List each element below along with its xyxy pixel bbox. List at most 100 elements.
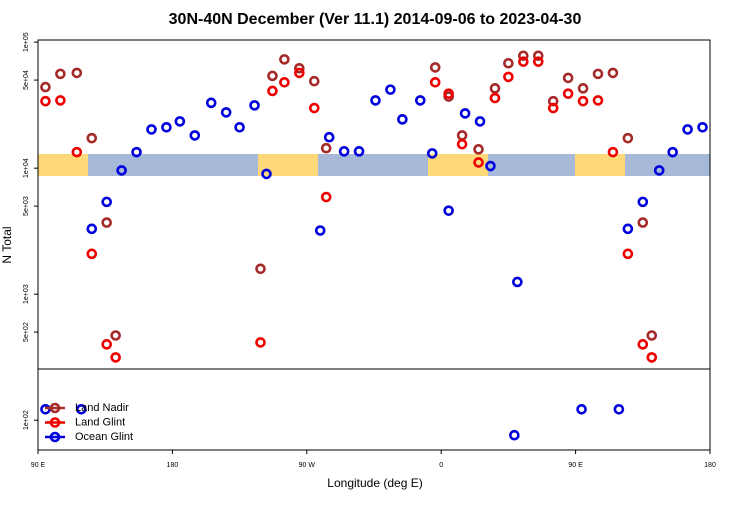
- point: [473, 144, 484, 155]
- point: [426, 148, 438, 159]
- point: [489, 83, 501, 94]
- point: [532, 50, 544, 62]
- point: [279, 77, 290, 88]
- point: [474, 116, 486, 127]
- point: [234, 121, 245, 133]
- y-tick-label: 1e+04: [23, 158, 30, 178]
- point: [161, 121, 172, 133]
- point: [562, 72, 574, 84]
- point: [55, 68, 66, 80]
- legend-marker: [49, 402, 61, 414]
- point: [682, 124, 693, 135]
- x-tick-label: 0: [439, 462, 443, 469]
- point: [397, 114, 408, 125]
- point: [205, 97, 217, 109]
- point: [518, 56, 529, 67]
- point: [314, 225, 326, 236]
- point: [607, 146, 619, 158]
- point: [443, 205, 454, 216]
- point: [308, 102, 320, 114]
- point: [261, 168, 272, 180]
- point: [518, 50, 529, 62]
- point: [429, 77, 441, 88]
- point: [86, 132, 98, 144]
- point: [622, 248, 634, 260]
- x-tick-label: 180: [167, 462, 179, 469]
- legend-marker: [49, 417, 61, 428]
- point: [592, 95, 604, 106]
- point: [308, 75, 320, 87]
- point: [255, 263, 266, 275]
- point: [577, 83, 589, 94]
- legend-label: Ocean Glint: [75, 431, 133, 443]
- point: [294, 63, 305, 74]
- point: [646, 352, 658, 363]
- point: [320, 142, 332, 154]
- point: [622, 223, 634, 235]
- point: [370, 95, 381, 106]
- x-tick-label: 90 E: [31, 462, 46, 469]
- point: [267, 70, 278, 82]
- point: [110, 330, 121, 341]
- legend-label: Land Glint: [75, 416, 125, 428]
- point: [294, 67, 305, 79]
- point: [101, 217, 112, 228]
- plot-frame: [37, 39, 711, 451]
- point: [279, 54, 290, 65]
- point: [613, 404, 625, 415]
- point: [456, 130, 468, 141]
- point: [577, 95, 589, 107]
- point: [338, 146, 350, 157]
- point: [512, 276, 523, 288]
- point: [503, 57, 514, 69]
- chart-title: 30N-40N December (Ver 11.1) 2014-09-06 t…: [169, 11, 582, 28]
- point: [71, 146, 83, 158]
- point: [576, 404, 587, 415]
- y-tick-label: 1e+02: [23, 410, 30, 430]
- point: [385, 84, 396, 95]
- point: [646, 330, 658, 341]
- point: [562, 88, 574, 99]
- point: [459, 108, 471, 119]
- y-tick-label: 5e+02: [23, 322, 30, 342]
- point: [86, 223, 98, 235]
- point: [489, 92, 501, 104]
- y-tick-label: 5e+04: [23, 70, 30, 90]
- point: [622, 132, 634, 144]
- point: [637, 217, 649, 228]
- x-tick-label: 180: [704, 462, 716, 469]
- y-axis-label: N Total: [0, 226, 14, 263]
- point: [76, 404, 87, 415]
- y-tick-label: 1e+03: [23, 284, 30, 304]
- point: [667, 146, 678, 158]
- point: [267, 85, 278, 97]
- point: [71, 67, 83, 79]
- x-tick-label: 90 E: [568, 462, 583, 469]
- point: [40, 81, 51, 93]
- point: [637, 196, 649, 208]
- point: [485, 160, 496, 172]
- point: [547, 102, 559, 114]
- point: [40, 404, 51, 415]
- point: [353, 146, 365, 157]
- point: [323, 131, 335, 143]
- point: [40, 95, 51, 107]
- y-tick-label: 1e+05: [23, 32, 30, 52]
- point: [532, 56, 544, 67]
- point: [637, 339, 649, 350]
- point: [86, 248, 98, 260]
- point: [607, 67, 619, 79]
- point: [146, 124, 157, 135]
- point: [429, 62, 441, 73]
- point: [320, 191, 332, 203]
- point: [473, 157, 484, 168]
- point: [174, 116, 186, 127]
- y-tick-label: 5e+03: [23, 196, 30, 216]
- point: [55, 95, 66, 106]
- point: [509, 429, 520, 441]
- point: [414, 95, 426, 106]
- point: [101, 339, 112, 350]
- point: [110, 352, 121, 363]
- point: [653, 165, 665, 176]
- point: [131, 146, 142, 158]
